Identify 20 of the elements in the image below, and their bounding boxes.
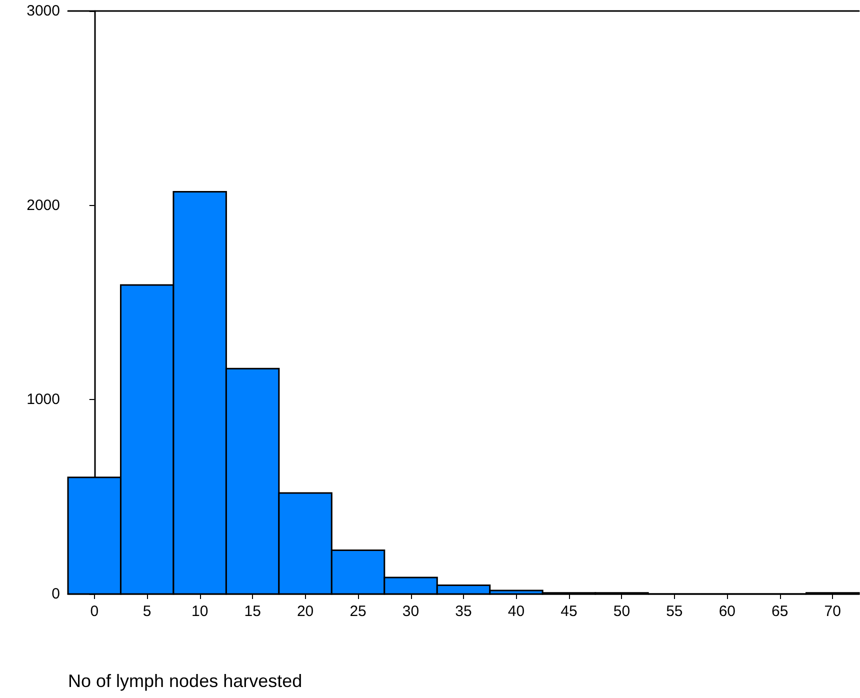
y-tick-label: 3000	[26, 2, 60, 20]
y-tick-label: 0	[52, 586, 60, 602]
x-tick-label: 30	[402, 603, 420, 620]
x-tick-label: 65	[772, 603, 788, 620]
x-tick-label: 70	[824, 603, 841, 620]
x-tick-label: 40	[508, 603, 525, 620]
y-tick-label: 2000	[26, 196, 60, 214]
x-tick-label: 35	[455, 603, 472, 620]
x-tick-label: 45	[560, 603, 578, 620]
y-tick-label: 1000	[26, 391, 60, 408]
x-tick-label: 55	[666, 603, 683, 620]
x-tick-label: 20	[296, 603, 314, 620]
x-tick-label: 10	[191, 603, 208, 620]
x-tick-label: 50	[613, 603, 630, 620]
x-tick-label: 0	[90, 603, 99, 620]
x-tick-label: 25	[350, 603, 366, 620]
x-tick-label: 15	[244, 603, 261, 620]
x-tick-label: 5	[142, 603, 152, 620]
x-axis-title: No of lymph nodes harvested	[68, 671, 302, 691]
x-tick-label: 60	[718, 603, 736, 620]
